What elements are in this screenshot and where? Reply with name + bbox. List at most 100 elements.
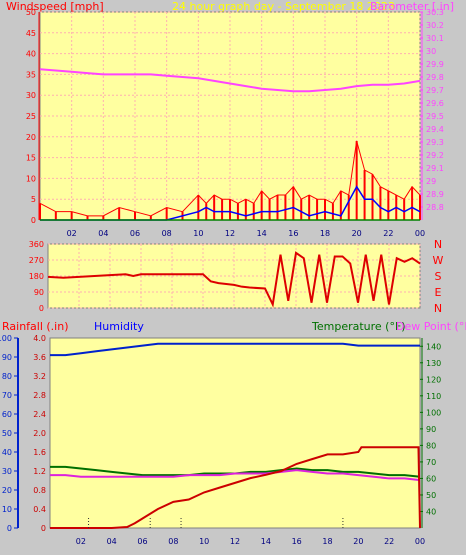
- humidity-tick-label: 70: [2, 391, 12, 400]
- rainfall-tick-label: 3.2: [33, 372, 46, 381]
- windspeed-tick-label: 20: [26, 133, 36, 142]
- barometer-tick-label: 29.3: [426, 138, 444, 147]
- windspeed-tick-label: 10: [26, 174, 36, 183]
- barometer-line: [39, 68, 421, 93]
- wind-time-ticks: 02 04 06 08 10 12 14 16 18 20 22 00: [67, 229, 426, 238]
- temperature-tick-label: 40: [426, 507, 436, 516]
- direction-tick-label: 270: [29, 256, 44, 265]
- dewpoint-label: Dew Point (°F): [396, 320, 466, 333]
- barometer-tick-label: 30.2: [426, 21, 444, 30]
- windspeed-axis-ticks: 0 5 10 15 20 25 30 35 40 45 50: [26, 8, 40, 225]
- barometer-label: Barometer [.in]: [370, 0, 454, 13]
- humidity-axis-ticks: 0 10 20 30 40 50 60 70 80 90 100: [0, 334, 19, 533]
- humidity-line: [50, 342, 420, 357]
- windspeed-tick-label: 45: [26, 29, 36, 38]
- windspeed-tick-label: 5: [31, 195, 36, 204]
- compass-label: S: [435, 270, 442, 283]
- direction-grid: [48, 243, 421, 309]
- barometer-tick-label: 29.2: [426, 151, 444, 160]
- temperature-axis-ticks: 40 50 60 70 80 90 100 110 120 130 140: [420, 338, 441, 528]
- windspeed-label: Windspeed [mph]: [6, 0, 104, 13]
- windspeed-tick-label: 40: [26, 50, 36, 59]
- barometer-tick-label: 30.3: [426, 8, 444, 17]
- barometer-tick-label: 29.4: [426, 125, 444, 134]
- temperature-tick-label: 90: [426, 425, 436, 434]
- direction-line: [47, 251, 421, 308]
- humidity-tick-label: 0: [7, 524, 12, 533]
- time-tick-label: 20: [352, 229, 362, 238]
- temperature-tick-label: 60: [426, 474, 436, 483]
- time-tick-label: 16: [292, 537, 302, 546]
- rainfall-tick-label: 1.2: [33, 467, 46, 476]
- time-tick-label: 06: [137, 537, 147, 546]
- barometer-tick-label: 29.6: [426, 99, 444, 108]
- direction-axis-ticks: 0 90 180 270 360: [29, 240, 44, 313]
- barometer-tick-label: 29.9: [426, 60, 444, 69]
- humidity-tick-label: 80: [2, 372, 12, 381]
- temperature-tick-label: 130: [426, 359, 441, 368]
- rainfall-tick-label: 1.6: [33, 448, 46, 457]
- time-tick-label: 12: [225, 229, 235, 238]
- time-tick-label: 00: [415, 537, 425, 546]
- time-tick-label: 08: [168, 537, 178, 546]
- barometer-axis-ticks: 28.8 28.9 29 29.1 29.2 29.3 29.4 29.5 29.6 29.7 29…: [420, 8, 444, 220]
- time-tick-label: 02: [76, 537, 86, 546]
- time-tick-label: 16: [288, 229, 298, 238]
- direction-tick-label: 180: [29, 272, 44, 281]
- humidity-tick-label: 50: [2, 429, 12, 438]
- barometer-tick-label: 28.8: [426, 203, 444, 212]
- barometer-tick-label: 30: [426, 47, 436, 56]
- temperature-tick-label: 50: [426, 491, 436, 500]
- time-tick-label: 04: [98, 229, 108, 238]
- rainfall-label: Rainfall (.in): [2, 320, 69, 333]
- time-tick-label: 02: [67, 229, 77, 238]
- dewpoint-line: [50, 469, 421, 482]
- windspeed-tick-label: 35: [26, 70, 36, 79]
- rainfall-tick-label: 2.8: [33, 391, 46, 400]
- direction-tick-label: 90: [34, 288, 44, 297]
- time-tick-label: 22: [384, 537, 394, 546]
- temperature-label: Temperature (°F): [312, 320, 406, 333]
- time-tick-label: 10: [193, 229, 203, 238]
- rainfall-line: [50, 446, 421, 529]
- windspeed-tick-label: 15: [26, 154, 36, 163]
- wind-barometer-series: [39, 68, 421, 221]
- time-tick-label: 00: [415, 229, 425, 238]
- compass-label: N: [434, 238, 442, 251]
- barometer-tick-label: 29.5: [426, 112, 444, 121]
- compass-label: W: [433, 254, 444, 267]
- temperature-tick-label: 80: [426, 441, 436, 450]
- windspeed-tick-label: 0: [31, 216, 36, 225]
- time-tick-label: 14: [257, 229, 267, 238]
- humidity-tick-label: 100: [0, 334, 12, 343]
- direction-tick-label: 0: [39, 304, 44, 313]
- rainfall-axis-ticks: 0 0.4 0.8 1.2 1.6 2.0 2.4 2.8 3.2 3.6 4.0: [33, 334, 46, 533]
- direction-tick-label: 360: [29, 240, 44, 249]
- windspeed-line: [39, 140, 421, 217]
- time-tick-label: 08: [162, 229, 172, 238]
- time-tick-label: 04: [107, 537, 117, 546]
- barometer-tick-label: 28.9: [426, 190, 444, 199]
- rainfall-tick-label: 2.4: [33, 410, 46, 419]
- barometer-tick-label: 29: [426, 177, 436, 186]
- temperature-tick-label: 70: [426, 458, 436, 467]
- temperature-tick-label: 140: [426, 342, 441, 351]
- graph-title: 24 hour graph day - September 18 2023: [172, 0, 395, 13]
- barometer-tick-label: 29.7: [426, 86, 444, 95]
- compass-label: N: [434, 302, 442, 315]
- time-tick-label: 20: [353, 537, 363, 546]
- windspeed-tick-label: 50: [26, 8, 36, 17]
- direction-series: [47, 251, 421, 308]
- temp-time-ticks: 02 04 06 08 10 12 14 16 18 20 22 00: [76, 537, 425, 546]
- rainfall-tick-label: 0: [41, 524, 46, 533]
- barometer-tick-label: 29.1: [426, 164, 444, 173]
- compass-label: E: [435, 286, 442, 299]
- time-tick-label: 22: [383, 229, 393, 238]
- temperature-tick-label: 100: [426, 408, 441, 417]
- temp-humidity-series: [50, 342, 421, 529]
- humidity-tick-label: 10: [2, 505, 12, 514]
- temperature-tick-label: 120: [426, 375, 441, 384]
